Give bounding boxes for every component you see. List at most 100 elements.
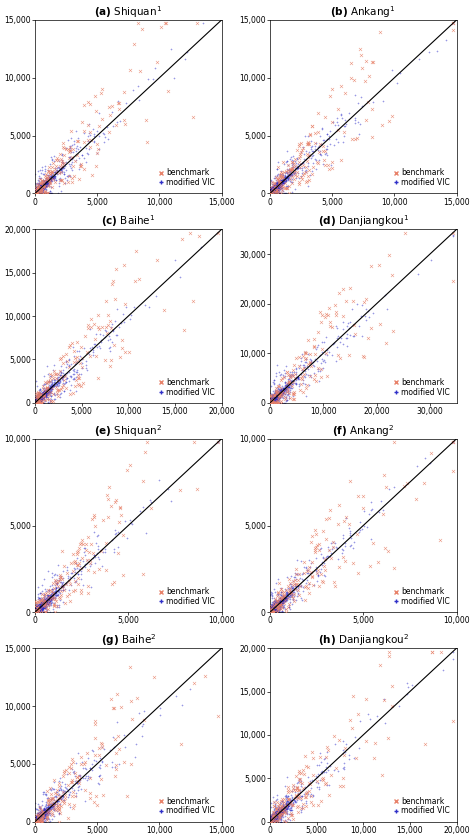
Point — [46, 592, 54, 606]
Point — [278, 805, 285, 819]
Point — [37, 185, 45, 199]
Point — [269, 185, 276, 199]
Point — [35, 603, 43, 617]
Point — [38, 183, 46, 196]
Point — [281, 172, 288, 185]
Point — [34, 395, 42, 409]
Point — [277, 177, 284, 190]
Point — [34, 811, 41, 825]
Point — [267, 814, 275, 827]
Point — [277, 597, 285, 611]
Point — [271, 811, 278, 825]
Point — [284, 380, 292, 393]
Point — [272, 807, 279, 821]
Point — [269, 187, 276, 201]
Point — [278, 595, 285, 608]
Point — [32, 185, 39, 199]
Point — [33, 396, 40, 409]
Point — [58, 162, 66, 175]
Point — [33, 606, 41, 619]
Point — [266, 185, 274, 198]
Point — [156, 701, 164, 714]
Point — [271, 809, 279, 822]
Point — [60, 384, 68, 398]
Point — [270, 391, 277, 404]
Point — [33, 815, 41, 828]
Point — [31, 396, 39, 409]
Point — [268, 815, 275, 828]
Point — [36, 814, 43, 827]
Point — [268, 604, 276, 618]
Point — [95, 777, 102, 790]
Point — [343, 511, 350, 524]
Point — [266, 396, 274, 409]
Point — [272, 603, 280, 617]
Point — [32, 395, 39, 409]
Point — [61, 159, 69, 173]
Point — [32, 185, 39, 198]
Point — [279, 383, 286, 396]
Point — [271, 600, 279, 613]
Point — [32, 394, 39, 408]
Point — [49, 170, 56, 184]
Point — [42, 173, 49, 186]
Point — [278, 388, 285, 401]
Point — [267, 812, 274, 826]
Point — [32, 186, 40, 200]
Point — [38, 810, 46, 823]
Point — [32, 606, 39, 619]
Point — [270, 606, 278, 619]
Point — [267, 605, 274, 618]
Point — [31, 815, 39, 828]
Point — [33, 814, 41, 827]
Point — [36, 178, 43, 191]
Point — [279, 804, 287, 817]
Point — [31, 813, 39, 826]
Point — [46, 595, 53, 608]
Point — [41, 597, 48, 610]
Point — [267, 605, 275, 618]
Point — [72, 154, 79, 168]
Point — [46, 383, 53, 396]
Point — [269, 606, 276, 619]
Point — [266, 815, 274, 828]
Point — [31, 185, 39, 199]
Point — [267, 389, 274, 403]
Point — [41, 597, 48, 610]
Point — [35, 605, 42, 618]
Point — [268, 186, 276, 200]
Point — [39, 388, 46, 402]
Point — [269, 812, 276, 826]
Point — [267, 396, 274, 409]
Point — [283, 808, 291, 821]
Point — [267, 811, 274, 825]
Point — [268, 606, 276, 619]
Point — [270, 396, 277, 409]
Point — [99, 112, 106, 126]
Point — [33, 185, 40, 199]
Point — [33, 604, 41, 618]
Point — [33, 184, 41, 197]
Point — [34, 185, 42, 198]
Point — [275, 386, 283, 399]
Point — [32, 606, 40, 619]
Point — [33, 606, 41, 619]
Point — [44, 805, 51, 818]
Point — [270, 811, 277, 825]
Point — [278, 384, 285, 398]
Point — [271, 393, 278, 407]
Point — [51, 795, 58, 808]
Point — [274, 810, 282, 824]
Point — [35, 182, 43, 195]
Point — [305, 174, 313, 187]
Point — [41, 176, 48, 190]
Point — [282, 802, 289, 816]
Point — [268, 811, 276, 825]
Point — [292, 352, 300, 365]
Point — [273, 807, 281, 821]
Point — [266, 815, 274, 828]
Point — [325, 130, 333, 143]
Point — [35, 603, 43, 617]
Point — [34, 601, 42, 614]
Point — [32, 396, 40, 409]
